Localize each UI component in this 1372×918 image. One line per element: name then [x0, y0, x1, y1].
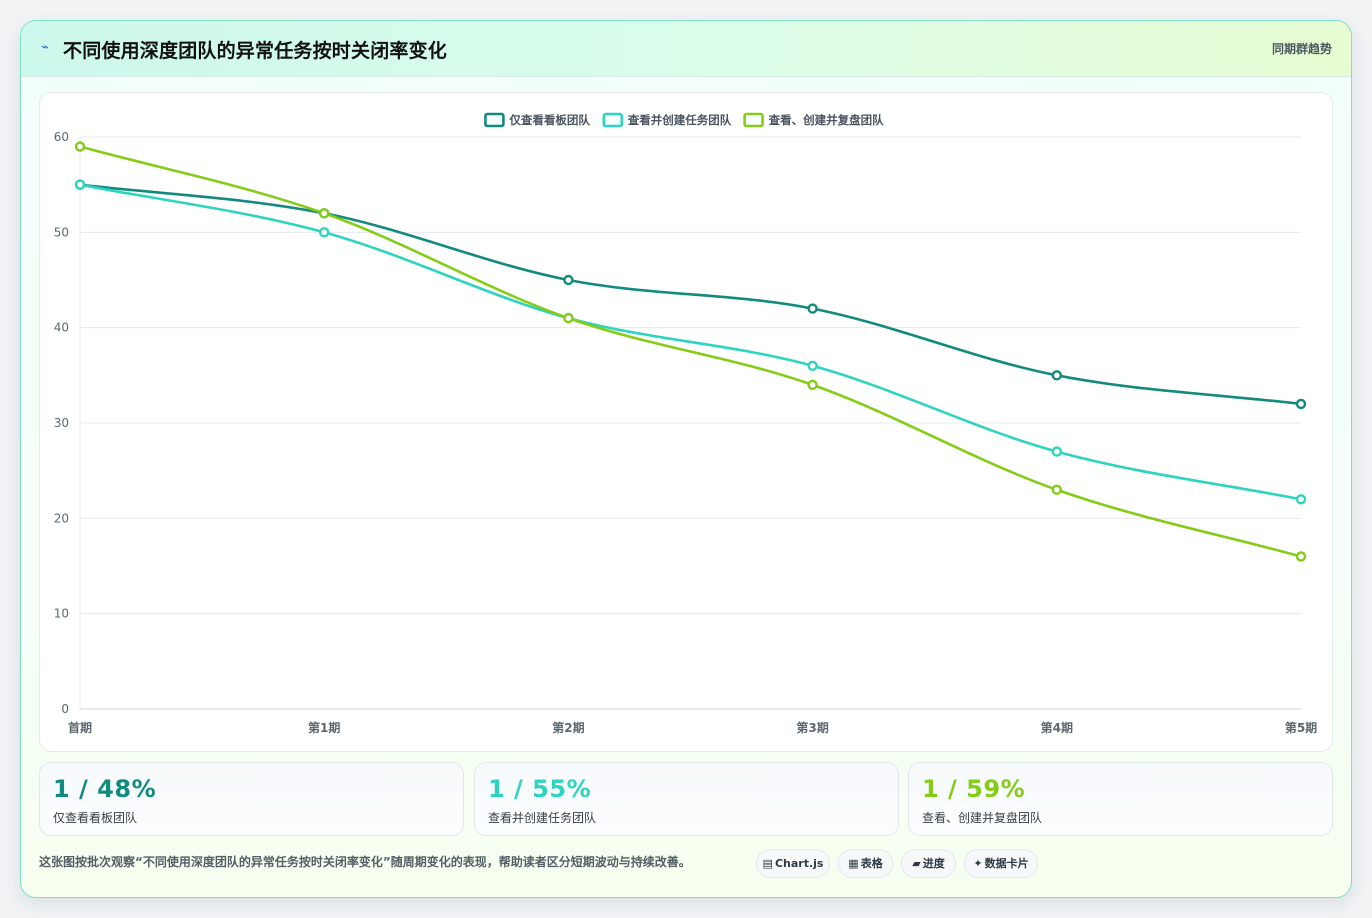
y-tick-label: 30 [54, 416, 69, 430]
page-title: 不同使用深度团队的异常任务按时关闭率变化 [63, 40, 448, 62]
chart-icon: ▤ [762, 857, 773, 870]
series-line [79, 183, 1302, 501]
legend-swatch [602, 112, 624, 128]
y-tick-label: 0 [61, 702, 69, 716]
legend-label: 查看、创建并复盘团队 [768, 113, 884, 127]
card-header: ⌁ 不同使用深度团队的异常任务按时关闭率变化 同期群趋势 [21, 21, 1351, 77]
pill-progress[interactable]: ▰ 进度 [901, 849, 956, 878]
line-chart: 0 10 20 30 40 50 60 首期 第1期 第2期 第3期 第4期 第5期 仅查看看板团队 查看并… [54, 112, 1317, 735]
legend-label: 查看并创建任务团队 [627, 113, 732, 127]
stat-label: 查看、创建并复盘团队 [922, 811, 1043, 825]
stat-card-0: 1 / 48% 仅查看看板团队 [39, 762, 464, 836]
y-tick-label: 60 [54, 130, 69, 144]
data-point [1295, 551, 1307, 562]
stat-value: 1 / 48% [53, 775, 157, 803]
chart-panel: 0 10 20 30 40 50 60 首期 第1期 第2期 第3期 第4期 第5期 仅查看看板团队 查看并… [39, 92, 1333, 752]
stat-label: 仅查看看板团队 [53, 811, 138, 825]
legend-label: 仅查看看板团队 [508, 113, 590, 127]
header-tag: 同期群趋势 [1271, 42, 1332, 56]
data-point [563, 312, 574, 324]
table-icon: ▦ [848, 857, 859, 870]
stat-value: 1 / 59% [922, 775, 1026, 803]
data-point [1051, 484, 1062, 495]
sparkle-icon: ✦ [973, 857, 983, 870]
y-tick-label: 40 [54, 321, 69, 335]
stat-card-1: 1 / 55% 查看并创建任务团队 [474, 762, 899, 836]
data-point [563, 274, 574, 286]
pill-label: 数据卡片 [984, 857, 1029, 870]
y-tick-label: 10 [54, 607, 69, 621]
series-line [79, 183, 1302, 406]
pill-table[interactable]: ▦ 表格 [838, 849, 893, 878]
pill-chartjs[interactable]: ▤ Chart.js [756, 849, 830, 878]
data-point [807, 303, 818, 314]
y-tick-label: 20 [54, 511, 69, 525]
series-line [79, 145, 1302, 558]
progress-icon: ▰ [912, 857, 921, 870]
stat-card-2: 1 / 59% 查看、创建并复盘团队 [908, 762, 1333, 836]
footnote: 这张图按批次观察“不同使用深度团队的异常任务按时关闭率变化”随周期变化的表现，帮… [39, 855, 691, 869]
stat-value: 1 / 55% [488, 775, 592, 803]
data-point [1051, 370, 1062, 381]
data-point [807, 360, 818, 371]
data-point [319, 208, 330, 219]
pill-label: 进度 [922, 857, 945, 870]
x-tick-label: 第1期 [308, 720, 340, 735]
data-point [1295, 398, 1307, 410]
data-point [319, 227, 330, 238]
x-tick-label: 第2期 [552, 720, 584, 735]
chart-card: ⌁ 不同使用深度团队的异常任务按时关闭率变化 同期群趋势 0 10 20 30 40 50… [20, 20, 1352, 898]
x-tick-label: 第5期 [1285, 720, 1317, 735]
stat-label: 查看并创建任务团队 [488, 811, 597, 825]
data-point [74, 179, 86, 190]
x-tick-label: 第3期 [796, 720, 828, 735]
legend-swatch [743, 112, 764, 128]
legend-swatch [484, 112, 505, 128]
pill-label: Chart.js [774, 857, 824, 870]
x-tick-label: 首期 [68, 720, 92, 735]
pill-data-card[interactable]: ✦ 数据卡片 [964, 849, 1038, 878]
data-point [1295, 494, 1307, 505]
pill-label: 表格 [860, 857, 883, 870]
data-point [807, 379, 818, 391]
data-point [1051, 446, 1062, 457]
data-point [74, 141, 86, 152]
y-tick-label: 50 [54, 225, 69, 239]
x-tick-label: 第4期 [1041, 720, 1073, 735]
bolt-icon: ⌁ [41, 40, 49, 55]
